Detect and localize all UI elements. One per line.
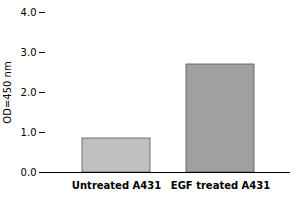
svg-text:0.0: 0.0 — [21, 167, 37, 178]
svg-text:3.0: 3.0 — [21, 47, 37, 58]
svg-text:1.0: 1.0 — [21, 127, 37, 138]
svg-text:Untreated A431: Untreated A431 — [72, 180, 161, 191]
svg-text:4.0: 4.0 — [21, 7, 37, 18]
svg-text:EGF treated A431: EGF treated A431 — [171, 180, 270, 191]
svg-text:OD=450 nm: OD=450 nm — [2, 61, 13, 123]
svg-text:2.0: 2.0 — [21, 87, 37, 98]
